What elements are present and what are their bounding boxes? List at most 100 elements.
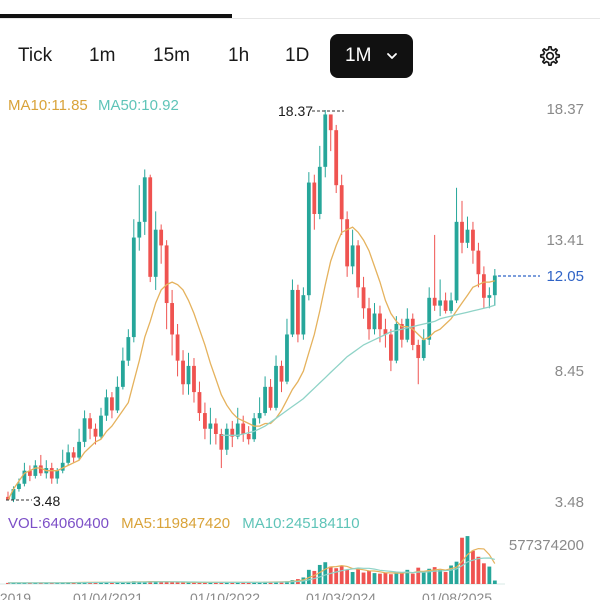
candle-body <box>203 413 207 429</box>
candle-body <box>334 130 339 186</box>
volume-bar <box>372 573 377 584</box>
volume-ma5-line <box>8 547 496 584</box>
candle-body <box>175 334 180 361</box>
tab-1h[interactable]: 1h <box>228 45 250 66</box>
candle <box>476 242 481 288</box>
candle-body <box>164 245 169 304</box>
tab-1m[interactable]: 1m <box>89 45 116 66</box>
volume-group <box>0 536 505 585</box>
candle <box>296 284 300 343</box>
candle-body <box>17 483 21 489</box>
volume-bar <box>153 581 158 584</box>
price-tick-label: 3.48 <box>555 494 584 511</box>
candle-body <box>77 441 82 458</box>
volume-bar <box>317 564 322 584</box>
price-tick-label: 8.45 <box>555 363 584 380</box>
candle <box>93 423 98 445</box>
candle <box>120 347 125 390</box>
candle <box>438 279 443 317</box>
volume-bar <box>367 570 371 584</box>
ma50-legend: MA50:10.92 <box>97 97 179 114</box>
candle-body <box>186 365 191 385</box>
candle <box>317 145 322 220</box>
tab-1d[interactable]: 1D <box>285 45 310 66</box>
candle <box>257 397 262 424</box>
tab-tick[interactable]: Tick <box>18 45 53 66</box>
candle <box>104 389 109 421</box>
volume-bar <box>383 572 388 584</box>
candle-body <box>465 229 470 243</box>
candle <box>22 462 27 487</box>
volume-bar <box>142 581 147 584</box>
current-price-label: 12.05 <box>546 268 584 285</box>
candle <box>99 407 103 440</box>
volume-bar <box>471 550 475 584</box>
candle <box>268 378 273 411</box>
candle <box>148 174 153 283</box>
candle-body <box>170 303 174 335</box>
candle-body <box>159 229 164 246</box>
candle-body <box>301 295 306 335</box>
volume-bar <box>104 582 109 584</box>
candle-body <box>11 488 16 500</box>
candle-body <box>263 386 267 414</box>
candle-body <box>285 334 289 382</box>
candle-body <box>454 221 459 301</box>
candle <box>301 287 306 340</box>
volume-bar <box>465 536 470 584</box>
volume-bar <box>274 581 278 584</box>
high-annotation: 18.37 <box>278 103 313 119</box>
candle-body <box>208 423 213 429</box>
candle <box>263 376 267 416</box>
candle-body <box>268 386 273 408</box>
gear-icon[interactable] <box>538 44 562 68</box>
candle-body <box>306 182 311 296</box>
price-tick-label: 13.41 <box>546 232 584 249</box>
candle-body <box>372 313 377 330</box>
candle <box>82 410 87 448</box>
candle-body <box>460 221 464 243</box>
candle-body <box>181 360 185 385</box>
candle-body <box>476 250 481 275</box>
volume-bar <box>241 582 246 584</box>
volume-bar <box>481 563 486 584</box>
candle <box>361 276 366 319</box>
volume-bar <box>361 572 366 584</box>
volume-bar <box>356 568 360 584</box>
volume-bar <box>263 581 267 584</box>
candle <box>192 358 196 403</box>
candle-body <box>361 287 366 309</box>
volume-bar <box>350 572 355 584</box>
volume-bar <box>197 582 202 584</box>
tab-15m[interactable]: 15m <box>153 45 190 66</box>
volume-bar <box>137 581 142 584</box>
candle-body <box>410 318 415 345</box>
candle-body <box>137 221 142 238</box>
candle <box>246 426 251 445</box>
x-tick-label: 01/10/2022 <box>190 590 260 600</box>
candle-body <box>367 308 371 330</box>
candle <box>181 350 185 395</box>
candle-body <box>88 418 92 429</box>
candle-body <box>323 114 328 167</box>
volume-bar <box>219 582 224 584</box>
candle <box>66 444 71 466</box>
volume-bar <box>181 582 185 584</box>
candle <box>60 449 65 474</box>
candles-group <box>6 110 497 503</box>
candle <box>159 224 164 264</box>
candle <box>153 211 158 290</box>
volume-bar <box>454 561 459 584</box>
candle <box>465 216 470 249</box>
volume-bar <box>213 582 218 584</box>
volume-bar <box>334 568 339 584</box>
candle <box>241 415 246 442</box>
candle-body <box>33 465 38 476</box>
candle <box>394 316 399 364</box>
candle <box>405 308 410 343</box>
candle <box>208 407 213 445</box>
volume-bar <box>257 582 262 584</box>
volume-bar <box>148 581 153 584</box>
tab-1M-active[interactable]: 1M <box>330 34 413 78</box>
